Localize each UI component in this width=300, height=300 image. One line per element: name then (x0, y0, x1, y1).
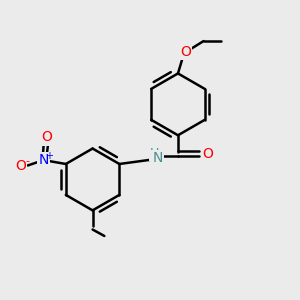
Text: O: O (180, 45, 191, 59)
Text: O: O (41, 130, 52, 145)
Text: O: O (15, 159, 26, 173)
Text: -: - (25, 156, 29, 166)
Text: O: O (202, 146, 213, 161)
Text: +: + (45, 151, 53, 161)
Text: N: N (38, 154, 49, 167)
Text: N: N (152, 151, 163, 165)
Text: H: H (150, 147, 159, 160)
